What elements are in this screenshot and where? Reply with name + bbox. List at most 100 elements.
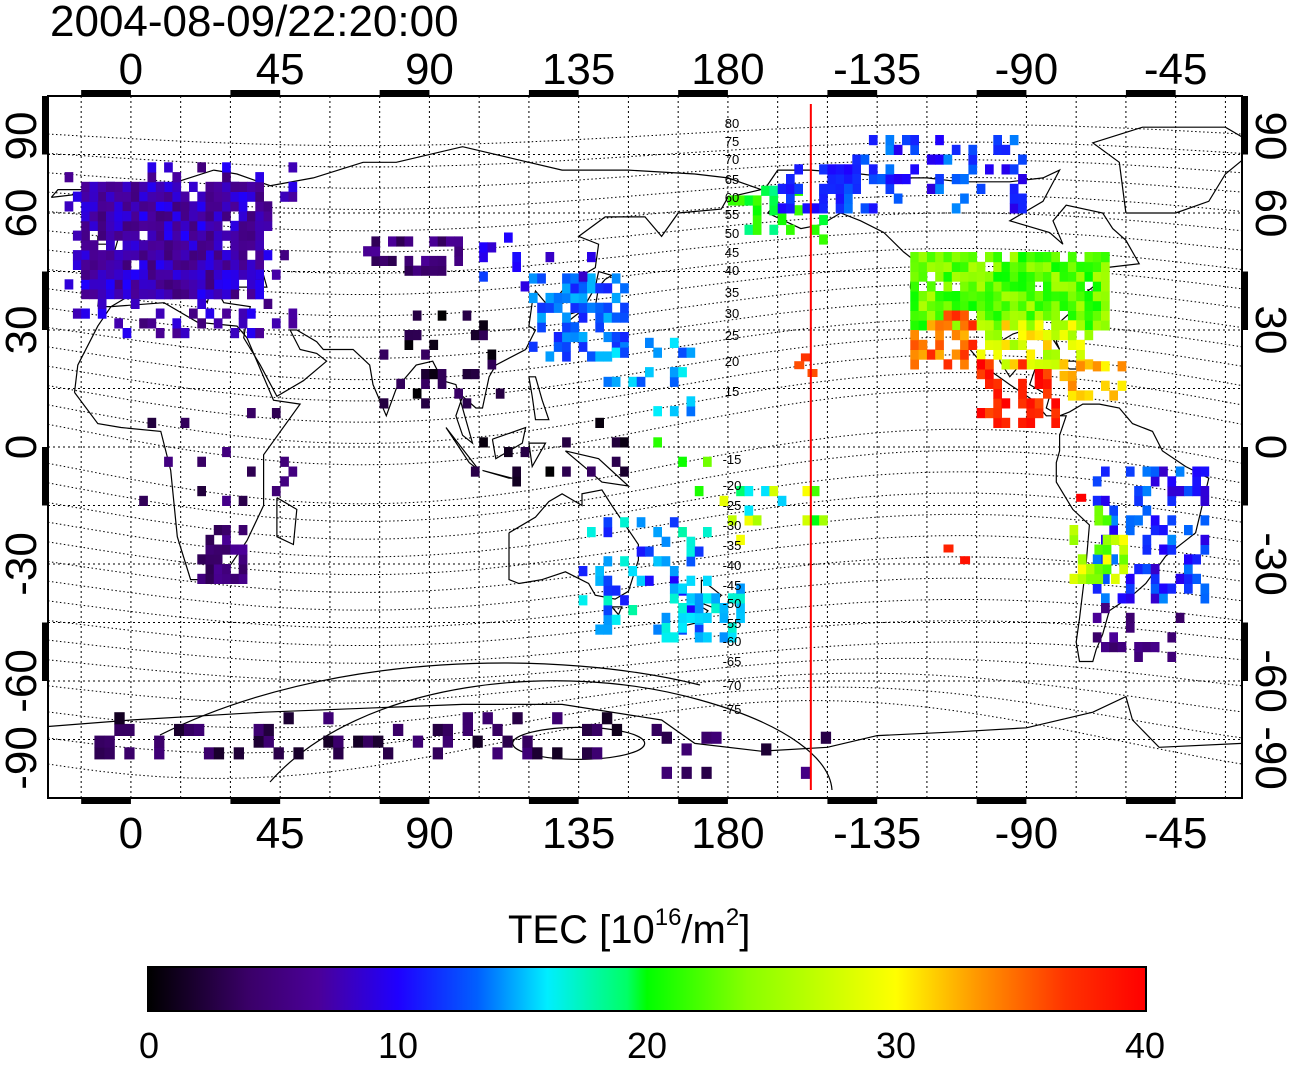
tec-cell — [114, 289, 123, 300]
tec-cell — [222, 447, 231, 458]
tec-cell — [230, 191, 240, 202]
tec-cell — [611, 437, 621, 448]
tec-cell — [205, 269, 215, 280]
tec-cell — [1067, 261, 1077, 272]
tec-cell — [1009, 300, 1019, 311]
tec-cell — [189, 250, 198, 261]
tec-cell — [1034, 378, 1044, 389]
tec-cell — [819, 234, 828, 245]
tec-cell — [404, 330, 414, 341]
tec-cell — [81, 279, 90, 290]
tec-cell — [1001, 339, 1011, 350]
tec-cell — [1034, 261, 1044, 272]
tec-cell — [412, 735, 424, 748]
tec-cell — [1034, 408, 1044, 419]
contour-label: 65 — [725, 172, 739, 187]
tec-cell — [844, 164, 853, 175]
tec-cell — [935, 154, 944, 165]
tec-cell — [271, 269, 281, 280]
tec-cell — [106, 259, 115, 270]
tec-cell — [1167, 486, 1177, 497]
tec-cell — [1101, 642, 1110, 653]
tec-cell — [155, 191, 165, 202]
tec-cell — [64, 172, 74, 183]
contour-arc — [269, 680, 833, 791]
tec-cell — [1034, 291, 1044, 302]
tec-cell — [1001, 144, 1011, 155]
tec-cell — [553, 302, 563, 313]
tec-cell — [205, 201, 215, 212]
tec-cell — [545, 292, 555, 304]
tec-cell — [412, 265, 422, 276]
tec-cell — [238, 201, 248, 212]
tec-cell — [147, 211, 157, 222]
tec-cell — [1009, 193, 1019, 204]
tec-cell — [263, 250, 273, 261]
tec-cell — [1067, 320, 1077, 331]
tec-cell — [213, 269, 223, 280]
tec-cell — [172, 279, 182, 290]
tec-cell — [1051, 349, 1060, 360]
tec-cell — [993, 330, 1002, 341]
tec-cell — [686, 347, 696, 358]
tec-cell — [587, 273, 596, 284]
tec-cell — [442, 723, 453, 736]
left-lat-label: -30 — [0, 532, 46, 596]
contour-line — [48, 672, 1242, 729]
tec-cell — [1084, 252, 1094, 263]
tec-cell — [935, 261, 944, 272]
tec-cell — [97, 250, 107, 261]
tec-cell — [877, 174, 886, 185]
tick-bar — [976, 90, 1027, 96]
tec-cell — [1034, 369, 1044, 380]
tec-cell — [562, 273, 571, 284]
tec-cell — [139, 240, 148, 251]
tec-cell — [752, 205, 762, 216]
tec-cell — [537, 273, 546, 284]
tec-cell — [139, 250, 148, 261]
tec-cell — [189, 230, 198, 241]
tec-cell — [429, 369, 439, 380]
tec-cell — [421, 369, 430, 380]
contour-line — [48, 556, 1242, 611]
tec-cell — [852, 164, 861, 175]
tec-cell — [1043, 291, 1052, 302]
tec-cell — [155, 250, 165, 261]
tec-cell — [761, 185, 770, 196]
tec-cell — [255, 289, 264, 300]
tec-cell — [935, 271, 944, 282]
tec-cell — [147, 201, 157, 212]
tec-cell — [437, 369, 447, 380]
tec-cell — [421, 265, 430, 276]
tec-cell — [1051, 261, 1060, 272]
tec-cell — [205, 250, 215, 261]
tec-cell — [1167, 544, 1177, 555]
tec-cell — [587, 283, 596, 294]
tec-cell — [1084, 359, 1094, 370]
tec-cell — [94, 735, 105, 748]
tec-cell — [611, 585, 621, 596]
tec-cell — [263, 735, 274, 748]
tec-cell — [1051, 281, 1060, 292]
tec-cell — [794, 164, 803, 175]
tec-cell — [960, 310, 969, 321]
tec-cell — [1026, 408, 1036, 419]
tec-cell — [1009, 339, 1019, 350]
contour-line — [48, 159, 1242, 189]
contour-line — [48, 686, 1242, 754]
tec-cell — [562, 437, 571, 448]
tec-cell — [180, 191, 190, 202]
tec-cell — [769, 205, 779, 216]
tec-cell — [1067, 300, 1077, 311]
tec-cell — [985, 320, 994, 331]
tec-cell — [918, 300, 928, 311]
tec-cell — [1092, 583, 1102, 594]
top-lon-label: -90 — [995, 45, 1059, 94]
tec-cell — [130, 181, 140, 192]
tec-cell — [578, 302, 588, 313]
tec-cell — [193, 723, 205, 736]
tec-cell — [661, 766, 672, 779]
tec-cell — [1134, 651, 1143, 662]
tec-cell — [960, 193, 969, 204]
tec-cell — [993, 271, 1002, 282]
